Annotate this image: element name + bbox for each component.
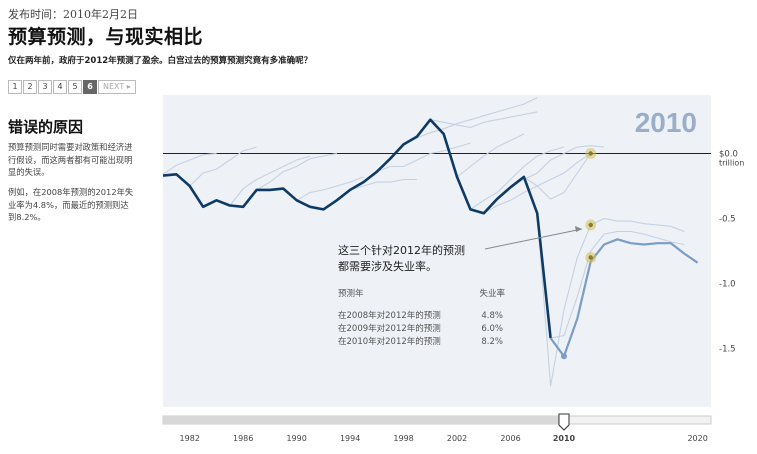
y-tick-label: -0.5 (719, 215, 736, 225)
past-projection-line (256, 152, 337, 191)
x-tick-label: 1986 (233, 434, 253, 443)
timeline-handle[interactable] (558, 413, 570, 431)
pager: 1 2 3 4 5 6 NEXT ▸ (8, 80, 136, 94)
past-projection-line (430, 111, 538, 129)
x-tick-label: 2002 (447, 434, 467, 443)
page-button-2[interactable]: 2 (23, 80, 37, 94)
y-unit-label: trillion (719, 159, 744, 168)
x-tick-label: 1994 (340, 434, 360, 443)
annotation-header-rate: 失业率 (479, 288, 505, 299)
page-button-4[interactable]: 4 (53, 80, 67, 94)
past-projection-line (189, 146, 257, 187)
past-projection-line (470, 146, 565, 210)
page-button-1[interactable]: 1 (8, 80, 22, 94)
annotation-row-value: 4.8% (481, 311, 503, 321)
x-tick-label: 2006 (500, 434, 520, 443)
actual-series-line (162, 118, 552, 339)
highlight-point (588, 151, 593, 156)
projection-start-point (560, 353, 567, 360)
page-button-6[interactable]: 6 (83, 80, 97, 94)
past-projection-line (536, 213, 685, 387)
annotation-row-value: 8.2% (481, 337, 503, 347)
x-tick-label: 2010 (553, 434, 576, 443)
projection-2010-line (549, 238, 699, 358)
y-tick-label: -1.0 (719, 280, 736, 290)
highlight-point (588, 222, 593, 228)
past-projection-line (229, 155, 311, 206)
publish-date: 发布时间：2010年2月2日 (8, 8, 138, 21)
y-tick-label: -1.5 (719, 345, 736, 355)
page-button-5[interactable]: 5 (68, 80, 82, 94)
page-subtitle: 仅在两年前，政府于2012年预测了盈余。白宫过去的预算预测究竟有多准确呢？ (8, 56, 313, 66)
annotation-row-label: 在2010年对2012年的预测 (338, 336, 441, 347)
past-projection-line (550, 230, 685, 339)
past-projection-line (456, 133, 525, 178)
section-title: 错误的原因 (8, 118, 84, 136)
annotation-row-label: 在2009年对2012年的预测 (338, 323, 441, 334)
annotation-row-value: 6.0% (481, 324, 503, 334)
x-tick-label: 1990 (286, 434, 306, 443)
x-tick-label: 2020 (687, 434, 707, 443)
callout-line-1: 这三个针对2012年的预测 (338, 243, 465, 257)
page-title: 预算预测，与现实相比 (8, 26, 204, 48)
page-button-3[interactable]: 3 (38, 80, 52, 94)
timeline-filled-range (163, 416, 564, 424)
plot-background (163, 95, 711, 407)
highlight-point (588, 255, 593, 260)
x-tick-label: 1998 (393, 434, 413, 443)
x-tick-label: 1982 (180, 434, 200, 443)
sidebar-paragraph-1: 预算预测同时需要对政策和经济进行假设，而这两者都有可能出现明显的失误。 (8, 142, 133, 177)
year-label: 2010 (635, 107, 697, 138)
annotation-header-year: 预测年 (338, 288, 364, 299)
callout-line-2: 都需要涉及失业率。 (338, 259, 437, 273)
sidebar-paragraph-2: 例如，在2008年预测的2012年失业率为4.8%，而最近的预测则达到8.2%。 (8, 187, 134, 222)
past-projection-line (296, 176, 364, 201)
callout-arrowhead (575, 226, 582, 232)
past-projection-line (523, 153, 592, 200)
past-projection-line (403, 97, 538, 145)
y-tick-label: $0.0 (719, 150, 738, 160)
callout-arrow-line (484, 228, 583, 250)
annotation-row-label: 在2008年对2012年的预测 (338, 310, 441, 321)
past-projection-line (162, 152, 217, 175)
past-projection-line (376, 142, 471, 173)
next-button[interactable]: NEXT ▸ (98, 80, 136, 94)
